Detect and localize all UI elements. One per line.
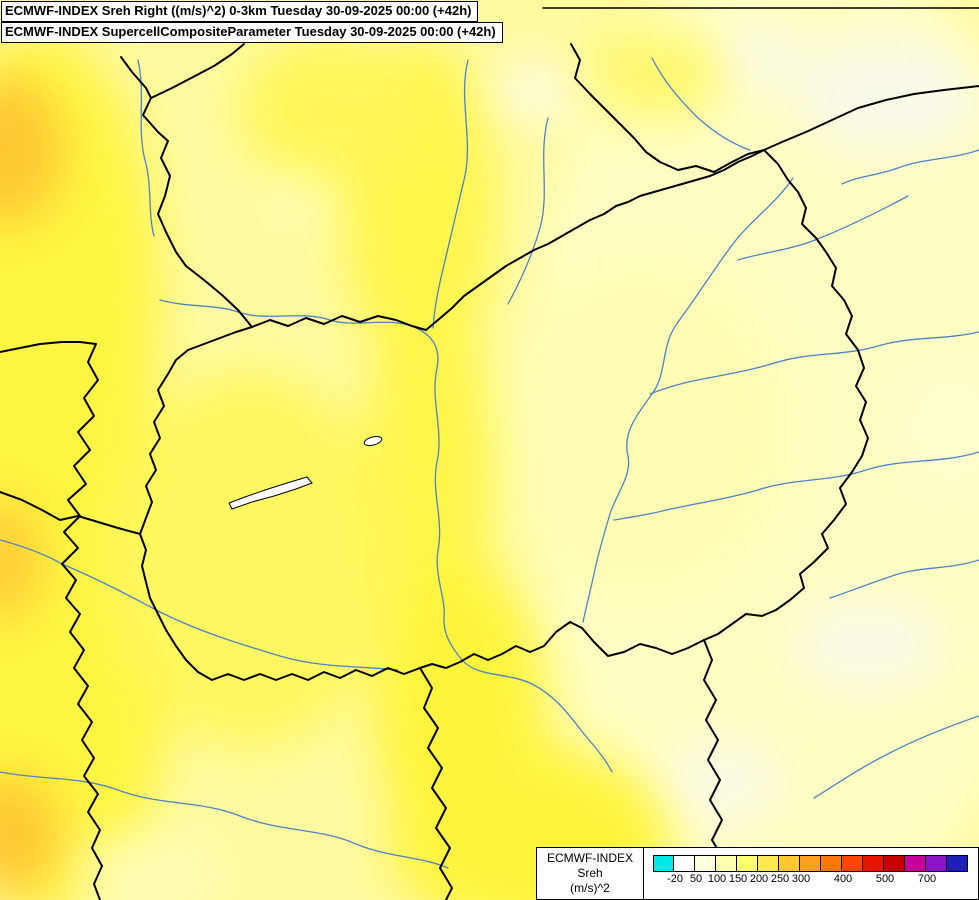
legend-color-cell xyxy=(905,855,926,872)
legend-tick-label: 200 xyxy=(749,873,769,885)
legend-colorbar xyxy=(653,855,969,872)
lakes xyxy=(228,435,383,510)
legend-bar-box: -20 50 100 150 200 250 300 400 500 700 xyxy=(644,847,979,900)
legend-color-cell xyxy=(653,855,674,872)
rivers xyxy=(0,57,979,869)
legend-color-cell xyxy=(926,855,947,872)
legend-color-cell xyxy=(758,855,779,872)
legend-color-cell xyxy=(821,855,842,872)
legend-label-box: ECMWF-INDEX Sreh (m/s)^2 xyxy=(536,847,644,900)
legend-tick-label: -20 xyxy=(667,873,683,885)
legend-tick-label: 500 xyxy=(875,873,895,885)
legend-color-cell xyxy=(884,855,905,872)
legend-color-cell xyxy=(674,855,695,872)
legend-tick-label: 300 xyxy=(791,873,811,885)
legend-color-cell xyxy=(800,855,821,872)
legend-color-cell xyxy=(737,855,758,872)
legend-tick-label: 700 xyxy=(917,873,937,885)
legend-color-cell xyxy=(863,855,884,872)
legend-tick-label: 150 xyxy=(728,873,748,885)
lake-balaton xyxy=(228,476,313,510)
legend-units: (m/s)^2 xyxy=(570,881,610,895)
legend-tick-label: 250 xyxy=(770,873,790,885)
legend-subtitle: Sreh xyxy=(577,866,603,880)
country-borders xyxy=(0,7,979,900)
legend-title: ECMWF-INDEX xyxy=(547,851,633,865)
lake-velence xyxy=(363,435,383,447)
legend: ECMWF-INDEX Sreh (m/s)^2 -20 50 100 150 200 2… xyxy=(536,847,979,900)
legend-color-cell xyxy=(695,855,716,872)
legend-color-cell xyxy=(947,855,968,872)
map-title-line2: ECMWF-INDEX SupercellCompositeParameter … xyxy=(1,22,503,43)
legend-tick-label: 100 xyxy=(707,873,727,885)
map-title-line1: ECMWF-INDEX Sreh Right ((m/s)^2) 0-3km T… xyxy=(1,1,479,22)
legend-color-cell xyxy=(779,855,800,872)
legend-color-cell xyxy=(842,855,863,872)
legend-color-cell xyxy=(716,855,737,872)
legend-tick-label: 400 xyxy=(833,873,853,885)
legend-ticks: -20 50 100 150 200 250 300 400 500 700 xyxy=(653,872,969,887)
legend-tick-label: 50 xyxy=(689,873,703,885)
